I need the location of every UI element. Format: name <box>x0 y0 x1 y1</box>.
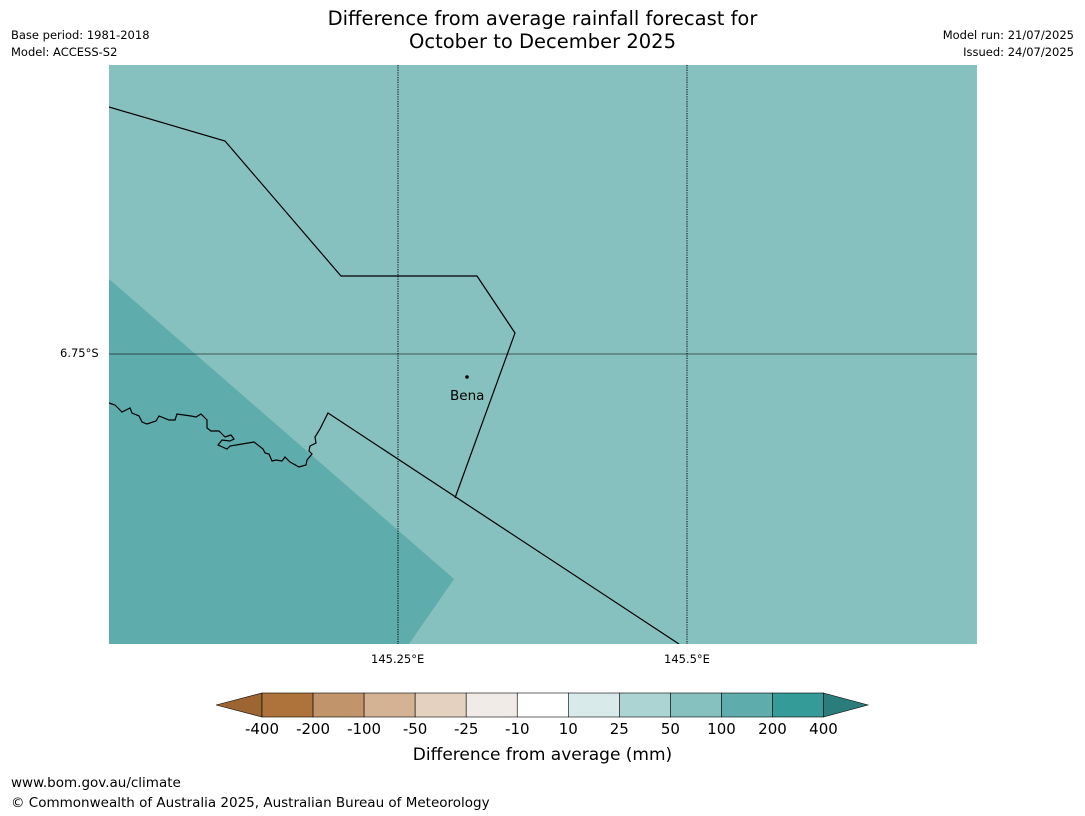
colorbar-tick-label: -400 <box>244 720 280 738</box>
model-text: Model: ACCESS-S2 <box>11 45 118 59</box>
map-title: Difference from average rainfall forecas… <box>0 7 1085 53</box>
issued-text: Issued: 24/07/2025 <box>963 45 1074 59</box>
colorbar-bin <box>363 692 416 718</box>
footer-url: www.bom.gov.au/climate <box>11 775 181 791</box>
map-canvas <box>109 65 977 644</box>
colorbar-tick-label: 400 <box>809 720 838 738</box>
colorbar-tick-label: -200 <box>296 720 331 738</box>
colorbar-bin <box>516 692 569 718</box>
meta-left: Base period: 1981-2018 Model: ACCESS-S2 <box>11 27 150 61</box>
colorbar-tick-label: 25 <box>609 720 629 738</box>
colorbar-tick-label: -10 <box>505 720 530 738</box>
colorbar-bin <box>772 692 824 718</box>
colorbar-bins <box>261 692 824 718</box>
colorbar-bin <box>619 692 671 718</box>
colorbar-tick-label: -25 <box>453 720 479 738</box>
colorbar-bin <box>670 692 722 718</box>
colorbar-tick-label: 10 <box>558 720 578 738</box>
colorbar-bin <box>414 692 467 718</box>
place-label-bena: Bena <box>450 388 485 404</box>
title-line-1: Difference from average rainfall forecas… <box>327 7 758 30</box>
model-run-text: Model run: 21/07/2025 <box>942 28 1074 42</box>
colorbar-bin <box>312 692 365 718</box>
colorbar-title: Difference from average (mm) <box>412 745 673 765</box>
coastline-border <box>109 402 680 644</box>
title-line-2: October to December 2025 <box>409 30 676 53</box>
colorbar-tick-label: 200 <box>758 720 787 738</box>
base-period-text: Base period: 1981-2018 <box>11 28 150 42</box>
colorbar-bin <box>567 692 620 718</box>
colorbar-tick-label: -50 <box>402 720 428 738</box>
latitude-label: 6.75°S <box>60 346 99 360</box>
colorbar <box>216 692 870 718</box>
colorbar-tick-label: 100 <box>707 720 736 738</box>
colorbar-low-extend <box>216 692 263 718</box>
longitude-label-2: 145.5°E <box>664 652 710 666</box>
rainfall-map <box>109 65 977 644</box>
longitude-label-1: 145.25°E <box>371 652 425 666</box>
colorbar-bin <box>261 692 314 718</box>
footer-copyright: © Commonwealth of Australia 2025, Austra… <box>11 795 490 811</box>
province-boundary <box>109 106 516 499</box>
colorbar-tick-label: 50 <box>660 720 680 738</box>
colorbar-tick-label: -100 <box>347 720 382 738</box>
colorbar-bin <box>721 692 773 718</box>
bena-location-dot <box>465 375 469 379</box>
meta-right: Model run: 21/07/2025 Issued: 24/07/2025 <box>943 27 1074 61</box>
colorbar-bin <box>465 692 518 718</box>
colorbar-high-extend <box>823 692 870 718</box>
